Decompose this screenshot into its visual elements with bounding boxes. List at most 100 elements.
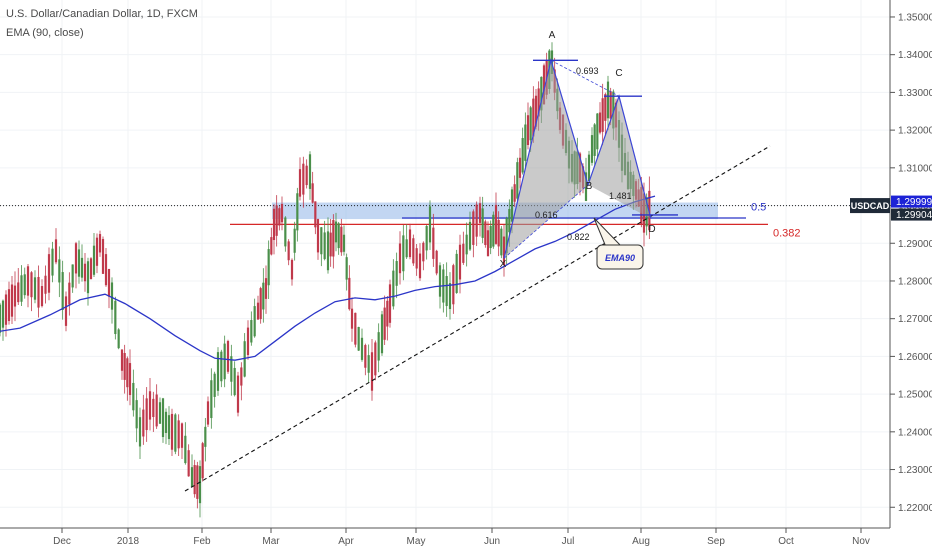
candle-body	[350, 308, 354, 329]
candle-body	[587, 154, 591, 182]
candle-body	[412, 238, 415, 264]
candle-body	[486, 230, 490, 257]
time-tick-label: Dec	[53, 536, 71, 547]
candle-body	[51, 248, 54, 276]
candle-body	[101, 239, 105, 274]
point-c-label: C	[615, 68, 622, 79]
candle-body	[161, 398, 165, 438]
candle-body	[246, 327, 250, 356]
point-x-label: X	[500, 259, 507, 270]
candle-body	[26, 266, 30, 296]
price-tick-label: 1.31000	[898, 163, 932, 174]
candle-body	[521, 138, 524, 173]
candle-body	[458, 244, 462, 280]
candle-body	[398, 243, 402, 274]
candle-body	[334, 221, 338, 243]
price-axis[interactable]: 1.350001.340001.330001.320001.310001.300…	[890, 12, 932, 514]
candle-body	[20, 275, 23, 302]
candle-body	[13, 285, 17, 307]
trendline	[184, 145, 771, 492]
candle-body	[526, 115, 530, 146]
candle-body	[516, 162, 519, 199]
candle-body	[30, 272, 33, 298]
candle-body	[542, 65, 546, 105]
candle-body	[74, 243, 78, 274]
candle-body	[158, 402, 162, 424]
candle-body	[210, 380, 213, 419]
price-badges: USDCAD 1.29999 1.29904	[850, 195, 932, 221]
candle-body	[425, 226, 428, 251]
time-tick-label: Jul	[562, 536, 575, 547]
candle-body	[345, 257, 348, 280]
harmonic-pattern: X A B C D 0.693 0.616 1.481 0.822	[500, 30, 678, 270]
candle-body	[180, 423, 184, 448]
candle-body	[132, 382, 135, 411]
candle-body	[415, 248, 418, 269]
ratio-xd-label: 0.822	[567, 232, 590, 242]
candle-body	[206, 401, 210, 425]
candle-body	[367, 355, 370, 373]
candle-body	[534, 95, 538, 127]
candle-body	[95, 237, 99, 266]
candle-body	[138, 417, 142, 447]
candle-body	[601, 98, 604, 132]
candle-body	[402, 235, 405, 272]
time-axis[interactable]: Dec 2018 Feb Mar Apr May Jun Jul Aug Sep Oct Nov	[53, 528, 870, 547]
candle-body	[107, 268, 111, 297]
candle-body	[524, 124, 527, 161]
candle-body	[370, 352, 374, 391]
candle-body	[284, 217, 287, 247]
candle-body	[428, 206, 432, 243]
candle-body	[360, 337, 364, 360]
price-tick-label: 1.28000	[898, 276, 932, 287]
candle-body	[502, 236, 506, 266]
candle-body	[612, 91, 615, 129]
candle-body	[316, 219, 320, 253]
gridlines	[0, 0, 890, 528]
candle-body	[598, 112, 602, 133]
candle-body	[287, 241, 290, 261]
candle-body	[302, 163, 305, 195]
candle-body	[377, 332, 380, 361]
candle-body	[596, 113, 599, 150]
candle-body	[220, 351, 223, 382]
candle-body	[290, 259, 294, 280]
pattern-legs	[503, 58, 652, 259]
candle-body	[532, 98, 535, 137]
candle-body	[77, 249, 81, 277]
point-a-label: A	[549, 30, 556, 41]
candle-body	[418, 253, 422, 279]
candle-body	[256, 302, 260, 320]
ema90-line	[0, 195, 656, 361]
candle-body	[7, 289, 11, 322]
candle-body	[264, 278, 268, 299]
bcd-triangle	[588, 96, 651, 219]
candle-body	[422, 242, 425, 262]
candle-body	[167, 415, 171, 440]
time-tick-label: Nov	[852, 536, 870, 547]
candle-body	[226, 341, 230, 372]
candle-body	[236, 375, 240, 413]
candle-body	[267, 249, 270, 286]
ratio-xb-label: 0.616	[535, 210, 558, 220]
candle-body	[494, 204, 498, 244]
candle-body	[508, 209, 511, 233]
candle-body	[432, 227, 435, 259]
time-tick-label: Sep	[707, 536, 725, 547]
candle-body	[395, 261, 398, 286]
price-tick-label: 1.25000	[898, 390, 932, 401]
candle-body	[468, 221, 472, 250]
candle-body	[392, 270, 395, 307]
price-tick-label: 1.34000	[898, 50, 932, 61]
candle-body	[4, 294, 8, 325]
candle-body	[187, 450, 190, 477]
candle-body	[293, 228, 296, 253]
candle-body	[298, 169, 302, 197]
candle-body	[438, 265, 442, 297]
candle-body	[278, 208, 281, 226]
candle-body	[145, 398, 148, 431]
indicator-legend: EMA (90, close)	[6, 27, 84, 39]
candle-body	[323, 232, 326, 260]
candle-body	[71, 264, 74, 288]
